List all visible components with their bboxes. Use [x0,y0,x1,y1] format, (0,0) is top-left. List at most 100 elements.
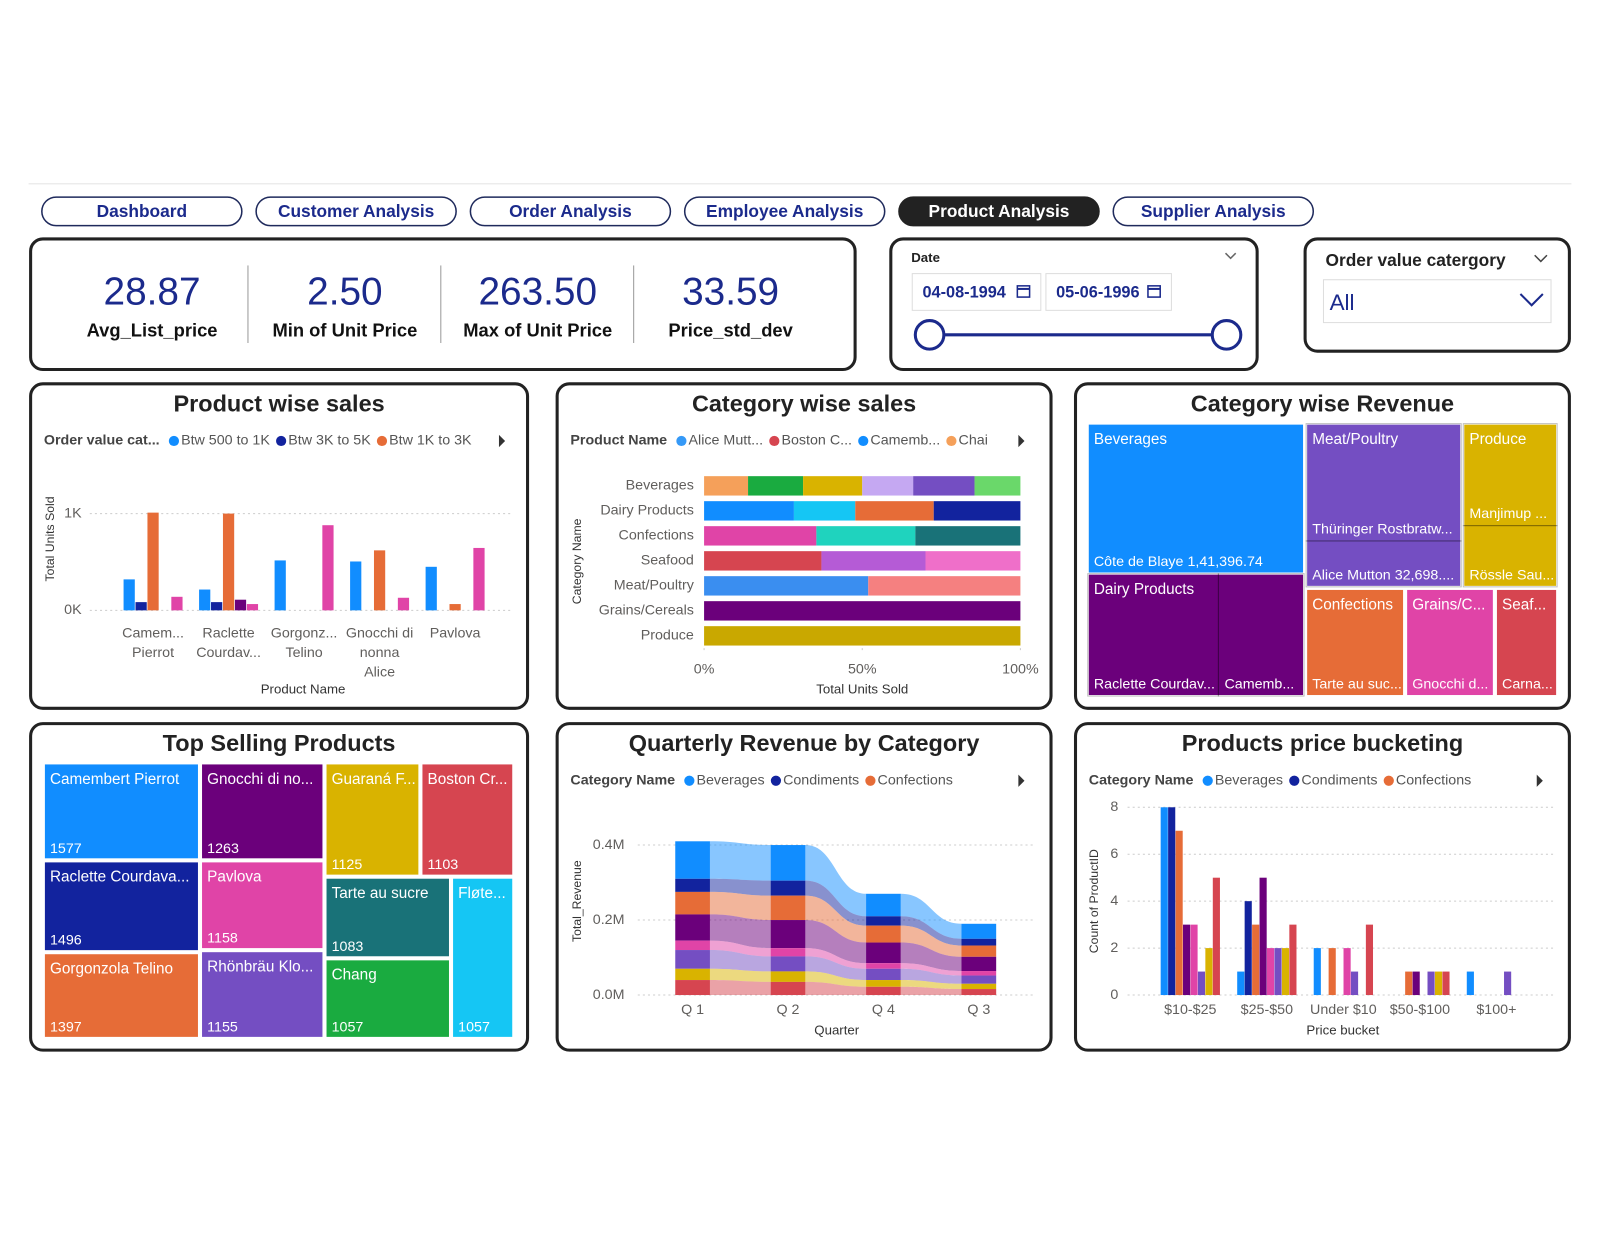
legend-marker [1383,775,1394,786]
nav-tab-label[interactable]: Customer Analysis [278,201,434,221]
treemap-tile[interactable] [42,952,200,1039]
x-tick-label: Raclette [202,626,254,642]
legend-marker [858,435,869,447]
legend-marker [1289,775,1300,786]
treemap-tile[interactable] [1086,422,1306,575]
bar [1244,901,1252,996]
ribbon-column [770,948,806,957]
tile-value: 1577 [50,841,82,857]
y-tick-label: 0.0M [593,987,625,1003]
nav-tab[interactable] [469,196,672,227]
bar [1412,971,1420,996]
chart-title: Quarterly Revenue by Category [629,730,980,756]
legend-next[interactable] [1018,434,1025,448]
dropdown[interactable] [1322,279,1552,324]
nav-tab-label[interactable]: Employee Analysis [706,201,863,221]
treemap-tile[interactable] [42,762,200,861]
tile-label: Rhönbräu Klo... [207,959,313,976]
date-slider-handle[interactable] [913,319,946,351]
kpi-value: 33.59 [682,270,779,313]
tile-label: Dairy Products [1094,581,1195,598]
bar-segment [868,576,1021,596]
legend-next[interactable] [1018,774,1025,787]
date-value[interactable]: 05-06-1996 [1056,283,1139,301]
treemap-tile[interactable] [324,762,421,877]
dropdown-value[interactable]: All [1330,290,1355,315]
treemap-tile[interactable] [324,958,452,1039]
treemap-tile[interactable] [324,876,452,959]
bar [1313,948,1321,996]
treemap-tile[interactable] [1494,587,1559,698]
tile-value: 1496 [50,933,82,949]
bar-segment [704,476,749,496]
legend-title: Category Name [570,773,675,789]
date-slider-handle[interactable] [1210,319,1243,351]
bar-segment [704,601,1021,621]
treemap-tile[interactable] [200,950,325,1039]
tile-value: 1103 [428,857,459,873]
tile-label: Seaf... [1502,596,1546,613]
legend-label: Chai [959,433,988,449]
legend-marker [684,775,695,786]
bar-segment [974,476,1021,496]
bar [1252,924,1260,996]
nav-tab[interactable] [41,196,243,227]
ribbon-column [770,845,806,881]
treemap-tile[interactable] [451,876,515,1039]
tile-label: Gnocchi di no... [207,771,313,788]
nav-tab[interactable] [898,196,1100,227]
ribbon-column [961,975,997,984]
ribbon-column [675,878,710,892]
nav-tab-label[interactable]: Product Analysis [929,201,1070,221]
bar [234,599,247,611]
nav-tab-label[interactable]: Dashboard [97,201,188,221]
legend-label: Beverages [1215,773,1283,789]
bar-segment [862,476,914,496]
ribbon-column [675,968,710,981]
treemap-tile[interactable] [200,860,325,951]
treemap-tile[interactable] [1305,422,1463,588]
x-tick-label: Q 3 [967,1002,990,1018]
nav-tab[interactable] [1112,196,1315,227]
tile-label: Raclette Courdava... [50,869,189,886]
legend-label: Confections [1396,773,1471,789]
bar-segment [816,526,916,546]
ribbon-column [866,963,901,969]
ribbon-column [770,981,806,996]
subtile-label: Gnocchi d... [1412,677,1488,693]
nav-tab-label[interactable]: Supplier Analysis [1141,201,1286,221]
x-axis-title: Quarter [814,1022,860,1037]
x-tick-label: 100% [1002,661,1039,677]
bar [1197,971,1206,996]
treemap-tile[interactable] [1405,587,1495,698]
calendar-icon[interactable] [1016,285,1031,298]
bar [1434,971,1443,996]
treemap-tile[interactable] [1305,587,1406,698]
date-input[interactable] [1045,273,1172,311]
y-tick-label: 1K [64,505,82,521]
ribbon [900,916,962,946]
legend-marker [376,435,388,447]
calendar-icon[interactable] [1147,285,1161,298]
bar-segment [855,501,934,521]
nav-tab[interactable] [683,196,886,227]
treemap-tile[interactable] [1462,422,1559,588]
nav-tab-label[interactable]: Order Analysis [509,201,632,221]
bar [1168,807,1176,996]
x-tick-label: Gnocchi di [346,626,413,642]
tile-value: 1125 [332,857,363,873]
treemap-subtile [1462,525,1558,588]
ribbon [900,968,962,984]
treemap-tile[interactable] [42,860,200,953]
date-input[interactable] [911,273,1042,311]
ribbon [709,968,771,982]
treemap-tile[interactable] [1086,572,1306,698]
treemap-tile[interactable] [420,762,515,877]
date-value[interactable]: 04-08-1994 [922,283,1005,301]
treemap-tile[interactable] [200,762,325,861]
kpi-label: Min of Unit Price [272,320,417,341]
legend-next[interactable] [498,434,506,448]
legend-next[interactable] [1536,774,1543,787]
nav-tab[interactable] [255,196,457,227]
bar-segment [704,526,817,546]
